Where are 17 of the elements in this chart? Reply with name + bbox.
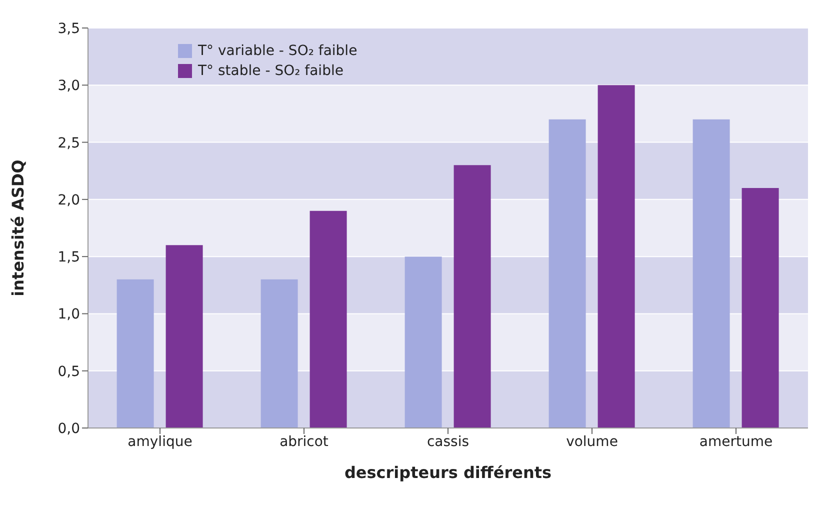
- y-tick-label: 1,0: [58, 306, 80, 323]
- x-tick-label: abricot: [280, 434, 329, 450]
- y-tick-label: 2,5: [58, 135, 80, 152]
- y-axis-title: intensité ASDQ: [8, 160, 28, 296]
- legend-label: T° stable - SO₂ faible: [198, 63, 344, 79]
- y-tick-label: 3,5: [58, 20, 80, 37]
- legend-label: T° variable - SO₂ faible: [198, 43, 358, 59]
- x-tick-label: volume: [566, 434, 618, 450]
- x-tick-label: amertume: [699, 434, 773, 450]
- y-tick-label: 3,0: [58, 78, 80, 94]
- y-tick-label: 1,5: [58, 250, 80, 266]
- y-tick-label: 0,0: [58, 420, 80, 437]
- x-tick-label: amylique: [128, 434, 192, 450]
- x-axis-title: descripteurs différents: [344, 463, 552, 482]
- x-tick-label: cassis: [426, 434, 470, 450]
- y-tick-label: 2,0: [58, 192, 80, 208]
- y-tick-label: 0,5: [58, 364, 80, 380]
